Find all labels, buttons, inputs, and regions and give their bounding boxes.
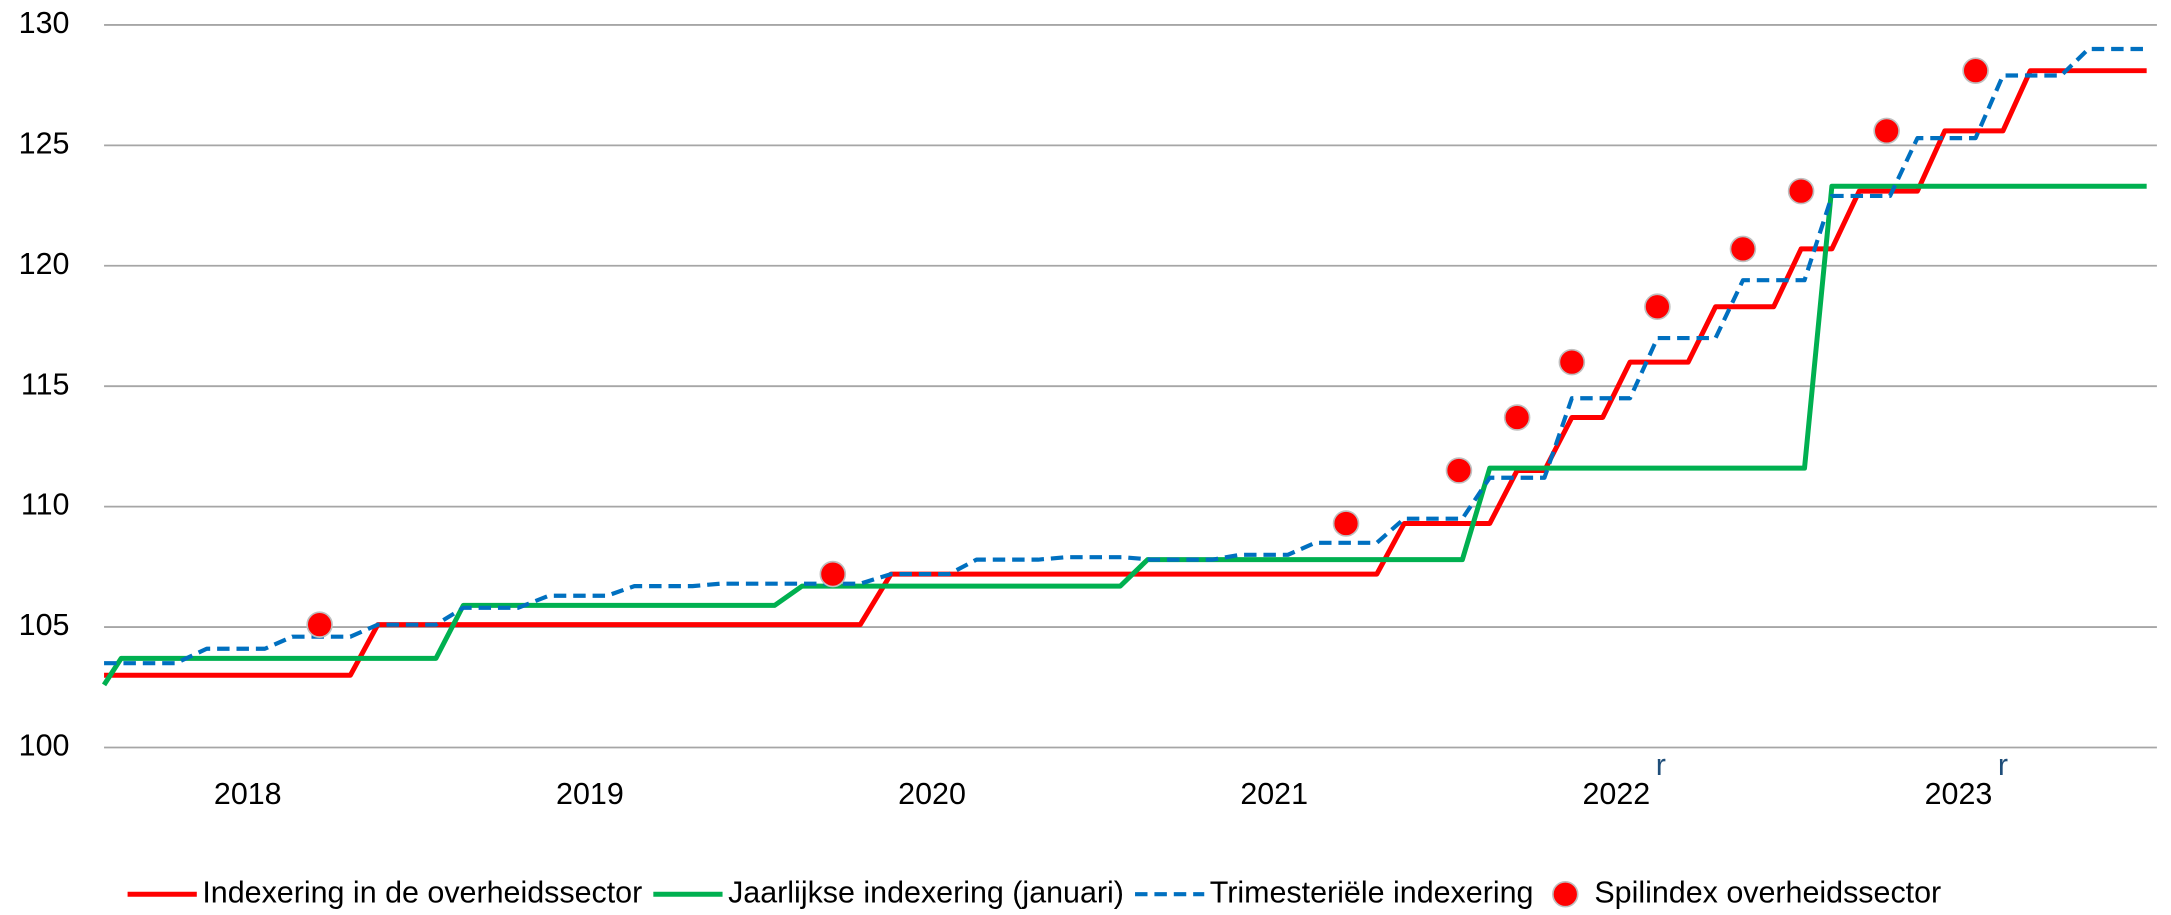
legend-label: Jaarlijkse indexering (januari) — [728, 875, 1124, 909]
legend-label: Spilindex overheidssector — [1594, 875, 1941, 909]
legend-item: Jaarlijkse indexering (januari) — [653, 875, 1124, 909]
x-tick-label: 2021 — [1240, 777, 1308, 811]
series-line — [104, 68, 2147, 678]
data-point — [1873, 117, 1900, 145]
data-point — [819, 560, 847, 588]
y-tick-label: 110 — [21, 488, 70, 522]
y-tick-label: 125 — [19, 126, 70, 160]
legend-label: Indexering in de overheidssector — [202, 875, 642, 909]
data-point — [1332, 510, 1360, 537]
y-tick-label: 100 — [19, 729, 70, 763]
series-line — [101, 183, 2147, 687]
x-tick-note: r — [1998, 748, 2008, 782]
y-tick-label: 105 — [19, 608, 70, 642]
data-point — [1644, 293, 1671, 321]
legend-item: Trimesteriële indexering — [1135, 875, 1533, 909]
y-tick-label: 120 — [19, 247, 70, 281]
legend-marker — [1552, 880, 1579, 908]
data-point — [1787, 177, 1815, 205]
data-point — [306, 611, 333, 638]
x-tick-label: 2020 — [898, 777, 966, 811]
data-point — [1729, 235, 1757, 263]
legend-label: Trimesteriële indexering — [1210, 875, 1534, 909]
data-point — [1962, 57, 1989, 84]
legend-item: Indexering in de overheidssector — [127, 875, 642, 909]
data-point — [1558, 348, 1586, 376]
x-tick-label: 2019 — [556, 777, 624, 811]
data-point — [1503, 404, 1531, 431]
x-tick-note: r — [1656, 748, 1666, 782]
y-tick-label: 130 — [19, 6, 70, 40]
legend-item: Spilindex overheidssector — [1552, 875, 1941, 909]
data-point — [1445, 457, 1473, 484]
x-tick-label: 2018 — [214, 777, 282, 811]
y-tick-label: 115 — [21, 367, 70, 401]
x-tick-label: 2023 — [1925, 777, 1993, 811]
x-tick-label: 2022 — [1582, 777, 1650, 811]
series-line — [104, 46, 2147, 666]
